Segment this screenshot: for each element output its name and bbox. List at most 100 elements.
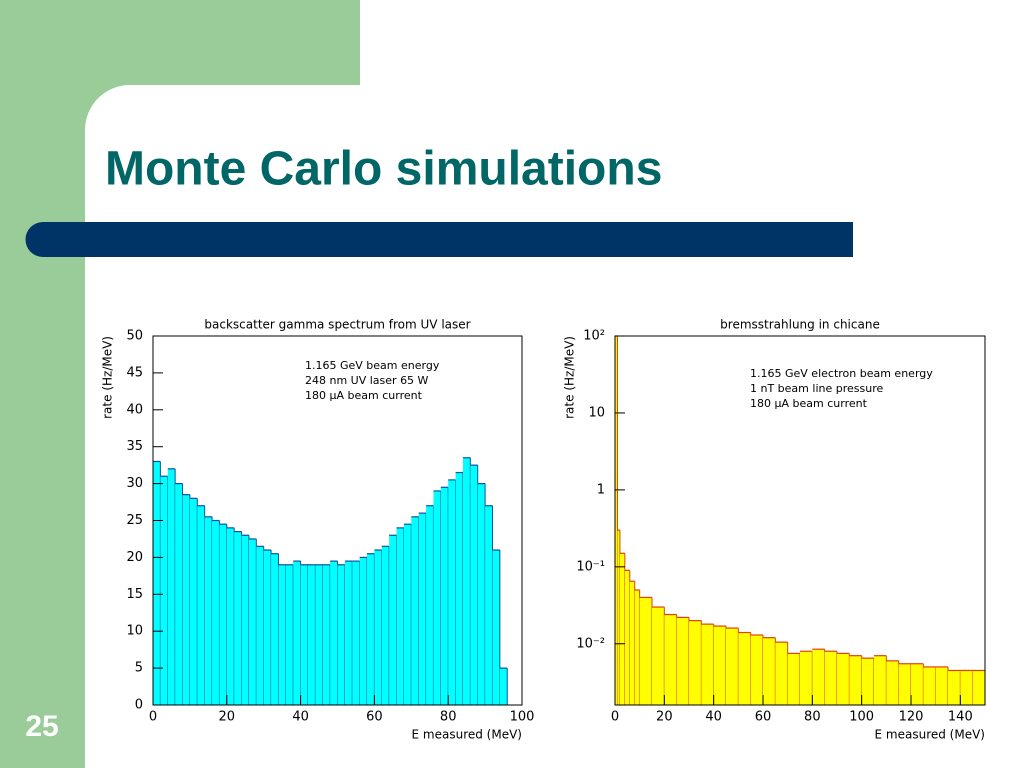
bar [182, 494, 190, 705]
x-tick-label: 80 [440, 710, 457, 725]
bar [315, 564, 323, 705]
bar [960, 670, 973, 705]
bar [923, 666, 936, 705]
bar [440, 487, 449, 705]
bar [652, 607, 665, 705]
bar [374, 550, 382, 705]
bar [701, 624, 714, 705]
bar [898, 663, 911, 705]
bar [499, 668, 508, 705]
x-tick-label: 40 [292, 710, 309, 725]
bar [477, 483, 486, 705]
bar [300, 564, 308, 705]
bar [664, 614, 677, 705]
y-tick-label: 10² [583, 329, 605, 344]
x-axis-label: E measured (MeV) [875, 728, 985, 742]
slide-title: Monte Carlo simulations [105, 143, 662, 196]
y-tick-label: 10 [126, 624, 143, 639]
bar [837, 653, 850, 705]
bar [726, 628, 739, 705]
slide-number: 25 [25, 710, 58, 743]
bar [861, 658, 874, 705]
y-tick-label: 10 [588, 405, 605, 420]
bar [455, 472, 463, 705]
bar [344, 561, 353, 705]
chart-title: backscatter gamma spectrum from UV laser [204, 318, 470, 332]
bar [775, 642, 788, 705]
bar [470, 465, 478, 705]
bar [293, 561, 301, 705]
bar [278, 564, 286, 705]
bar [738, 632, 751, 705]
bar [639, 597, 652, 705]
bar [234, 531, 242, 705]
x-tick-label: 100 [849, 710, 874, 725]
top-band [0, 0, 360, 85]
bar [241, 535, 249, 705]
y-tick-label: 1 [597, 482, 605, 497]
y-tick-label: 45 [126, 365, 143, 380]
chart-title: bremsstrahlung in chicane [720, 318, 880, 332]
bar [787, 653, 800, 705]
bar [619, 553, 625, 705]
x-tick-label: 20 [219, 710, 236, 725]
x-tick-label: 60 [755, 710, 772, 725]
bar [418, 513, 427, 705]
bar [204, 516, 213, 705]
y-tick-label: 25 [126, 513, 143, 528]
bar [263, 550, 272, 705]
bar [307, 564, 316, 705]
bar [352, 561, 360, 705]
bar [615, 336, 618, 705]
bar [462, 457, 471, 705]
bar [617, 530, 620, 705]
bar [212, 520, 220, 705]
bar [886, 660, 899, 705]
bar [800, 651, 813, 705]
x-tick-label: 40 [705, 710, 722, 725]
y-tick-label: 15 [126, 587, 143, 602]
bar [389, 535, 397, 705]
bar [359, 557, 368, 705]
bar [448, 479, 456, 705]
x-axis-label: E measured (MeV) [412, 728, 522, 742]
bar [256, 546, 264, 705]
bar [367, 553, 375, 705]
bar [337, 564, 345, 705]
bar [153, 461, 161, 705]
y-tick-label: 40 [126, 402, 143, 417]
annotation: 248 nm UV laser 65 W [305, 374, 429, 387]
bar [763, 637, 776, 705]
bar [689, 620, 702, 705]
bar [175, 483, 183, 705]
x-tick-label: 140 [948, 710, 973, 725]
x-tick-label: 20 [656, 710, 673, 725]
bar [160, 476, 168, 705]
x-tick-label: 120 [899, 710, 924, 725]
bar [713, 626, 726, 705]
x-tick-label: 0 [149, 710, 157, 725]
x-tick-label: 80 [804, 710, 821, 725]
bar [911, 663, 924, 705]
bar [972, 670, 985, 705]
annotation: 1.165 GeV electron beam energy [750, 367, 933, 380]
x-tick-label: 100 [510, 710, 535, 725]
annotation: 180 μA beam current [305, 389, 423, 402]
bar [624, 570, 630, 705]
bar [629, 581, 635, 705]
y-tick-label: 20 [126, 550, 143, 565]
y-tick-label: 30 [126, 476, 143, 491]
bar [634, 589, 640, 705]
bar [935, 666, 948, 705]
bar [485, 505, 493, 705]
bar [285, 564, 294, 705]
bar [411, 516, 419, 705]
annotation: 180 μA beam current [750, 397, 868, 410]
bar [824, 651, 837, 705]
bar [330, 561, 338, 705]
bar [197, 505, 205, 705]
bar [248, 538, 257, 705]
side-band [0, 0, 85, 768]
y-axis-label: rate (Hz/MeV) [563, 336, 577, 419]
